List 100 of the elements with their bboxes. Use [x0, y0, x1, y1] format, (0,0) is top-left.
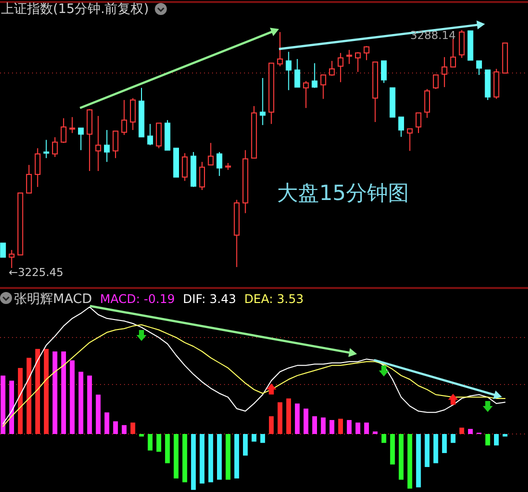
bar — [381, 434, 386, 443]
bar — [416, 434, 421, 488]
candlestick — [294, 58, 300, 88]
bar — [165, 434, 170, 464]
bar — [217, 434, 222, 480]
annotation: ←3225.45 — [8, 266, 64, 279]
point — [482, 401, 493, 412]
candlestick — [416, 112, 422, 134]
point — [378, 366, 389, 376]
bar — [252, 434, 256, 442]
candlestick — [338, 52, 344, 83]
candlestick — [43, 139, 50, 159]
candlestick — [406, 128, 413, 152]
candlestick — [0, 242, 6, 258]
bar — [294, 404, 300, 434]
bar — [459, 428, 464, 434]
bar — [346, 420, 352, 434]
candlestick — [320, 74, 326, 100]
bar — [200, 434, 204, 484]
point — [448, 394, 458, 405]
candlestick — [468, 30, 474, 61]
candlestick — [286, 51, 292, 91]
bar — [330, 420, 334, 434]
text: DIF: 3.43 — [182, 292, 236, 306]
bar — [286, 398, 292, 434]
bar — [260, 434, 266, 443]
bar — [87, 376, 92, 434]
bar — [320, 417, 326, 434]
candlestick — [182, 152, 188, 182]
bar — [278, 402, 282, 434]
candlestick — [112, 130, 118, 159]
bar — [208, 434, 214, 482]
bar — [26, 358, 32, 434]
candlestick — [173, 148, 179, 178]
text: MACD: -0.19 — [100, 292, 175, 306]
annotation: 大盘15分钟图 — [277, 181, 409, 206]
candlestick — [34, 148, 41, 188]
candlestick — [372, 62, 378, 123]
bar — [242, 434, 248, 456]
bar — [35, 348, 40, 434]
bar — [113, 421, 118, 434]
bar — [70, 360, 75, 434]
bar — [468, 428, 473, 434]
bar — [44, 348, 49, 434]
bar — [0, 376, 6, 434]
bar — [234, 434, 240, 478]
bar — [191, 434, 196, 490]
bar — [78, 372, 84, 434]
candlestick — [260, 77, 266, 126]
candlestick — [26, 164, 32, 194]
bar — [390, 434, 395, 464]
candlestick — [268, 62, 274, 124]
bar — [485, 434, 490, 446]
chart-title: 上证指数(15分钟.前复权) — [1, 2, 149, 17]
candlestick — [251, 106, 257, 159]
bar — [226, 434, 230, 480]
bar — [364, 422, 369, 434]
candlestick — [104, 130, 110, 162]
candlestick — [208, 142, 214, 166]
bar — [61, 351, 66, 434]
candlestick — [450, 38, 456, 68]
bar — [182, 434, 188, 482]
candlestick — [476, 60, 482, 76]
bar — [104, 412, 110, 434]
point — [136, 330, 146, 341]
candlestick — [95, 115, 102, 172]
point — [266, 384, 276, 395]
bar — [174, 434, 178, 478]
bar — [312, 416, 317, 434]
bar — [139, 434, 144, 437]
candlestick — [242, 150, 248, 214]
candlestick — [398, 116, 404, 138]
candlestick — [138, 87, 144, 138]
bar — [372, 431, 378, 434]
bar — [424, 434, 430, 468]
bar — [122, 425, 127, 434]
bar — [96, 394, 101, 434]
bar — [433, 434, 438, 464]
chart-title: 张明辉MACD — [14, 292, 92, 307]
bar — [130, 422, 136, 434]
candlestick — [390, 87, 396, 118]
bar — [338, 418, 343, 434]
bar — [442, 434, 447, 454]
candlestick — [17, 192, 24, 256]
bar — [52, 351, 58, 434]
annotation: 3288.14 — [410, 29, 456, 42]
bar — [407, 434, 412, 489]
candlestick — [502, 42, 508, 74]
text: DEA: 3.53 — [244, 292, 304, 306]
bar — [450, 434, 456, 443]
candlestick — [442, 56, 448, 88]
bar — [268, 416, 274, 434]
bar — [148, 434, 153, 451]
bar — [156, 434, 162, 452]
bar — [304, 408, 308, 434]
candlestick — [78, 128, 84, 151]
bar — [502, 434, 508, 437]
bar — [494, 434, 499, 446]
bar — [356, 422, 360, 434]
bar — [398, 434, 404, 480]
